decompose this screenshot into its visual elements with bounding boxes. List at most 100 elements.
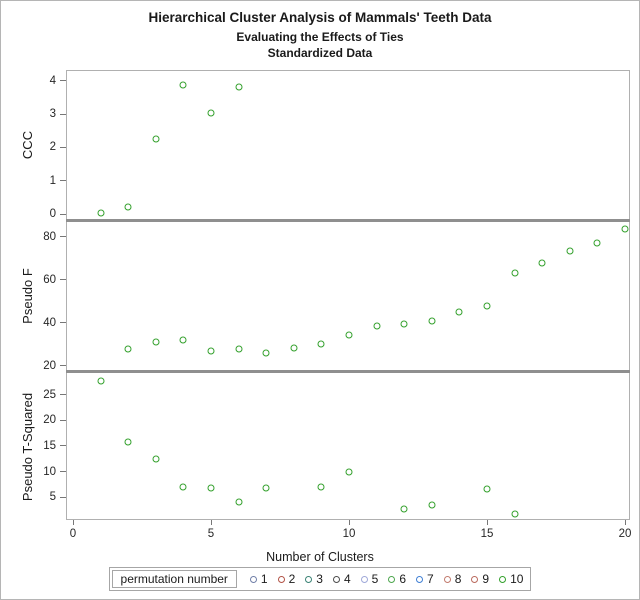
x-tick-mark [486,520,488,525]
legend-marker-icon [443,575,451,583]
data-point-marker [262,484,270,492]
data-point-marker [207,347,215,355]
y-tick-label: 15 [43,439,56,452]
data-point-marker [483,485,491,493]
data-point-marker [207,109,215,117]
legend-item-8: 8 [443,572,462,587]
x-tick-mark [210,520,212,525]
legend-item-label: 3 [316,572,323,587]
legend-item-label: 5 [371,572,379,587]
data-point-marker [124,438,132,446]
y-tick-mark [60,471,66,472]
x-tick-label: 5 [207,528,215,540]
y-tick-mark [60,146,66,148]
x-tick-mark [72,520,74,525]
legend-title: permutation number [111,570,237,588]
y-tick-mark [60,322,66,324]
data-point-marker [345,468,353,475]
y-tick-label: 3 [49,108,56,121]
x-tick-label: 10 [342,528,356,540]
data-point-marker [511,269,519,277]
data-point-marker [207,484,215,492]
legend-item-label: 2 [288,572,296,587]
legend-marker-icon [332,575,340,583]
legend-item-7: 7 [416,572,434,586]
data-point-marker [235,83,243,91]
y-tick-mark [60,213,66,215]
data-point-marker [235,345,243,353]
data-point-marker [538,259,546,267]
panel-separator [66,219,630,222]
y-tick-label: 4 [49,74,56,87]
legend: permutation number 1 2 3 4 5 6 7 8 9 10 [1,567,639,591]
legend-item-5: 5 [360,572,379,587]
panel-ccc: CCC 0 1 2 3 4 [20,70,630,220]
legend-item-1: 1 [249,572,268,587]
legend-item-label: 10 [510,572,524,587]
y-tick-label: 20 [43,359,56,372]
legend-items: 1 2 3 4 5 6 7 8 9 10 [245,572,529,587]
data-point-marker [179,483,187,491]
x-tick-mark [624,520,626,525]
data-point-marker [593,239,601,247]
legend-item-label: 9 [482,572,490,587]
y-tick-label: 10 [43,465,56,478]
y-tick-label: 60 [43,273,56,286]
x-tick-mark [348,520,350,525]
legend-item-label: 1 [260,572,268,587]
y-tick-mark [60,445,66,447]
legend-item-2: 2 [277,572,296,587]
data-point-marker [262,349,270,357]
data-point-marker [152,455,160,463]
data-point-marker [97,209,105,217]
chart-title: Hierarchical Cluster Analysis of Mammals… [148,10,492,25]
panel-separator [66,370,630,373]
y-tick-label: 5 [49,491,56,504]
x-tick-label: 20 [618,528,632,540]
x-tick-label: 15 [480,528,494,540]
y-tick-mark [60,419,66,421]
data-point-marker [400,505,408,513]
data-point-marker [400,320,408,328]
legend-marker-icon [471,575,479,583]
data-point-marker [621,225,629,233]
panel-pseudo-f: Pseudo F 20 40 60 80 [20,222,630,372]
data-point-marker [317,340,325,348]
y-tick-label: 20 [43,414,56,427]
data-point-marker [152,135,160,143]
legend-item-3: 3 [305,572,323,586]
data-point-marker [345,331,353,339]
y-tick-mark [60,180,66,182]
data-point-marker [97,377,105,385]
data-point-marker [428,317,436,325]
data-point-marker [455,308,463,316]
data-point-marker [179,81,187,89]
legend-item-4: 4 [332,572,351,587]
chart-subtitle-2: Standardized Data [267,45,373,60]
y-tick-mark [60,394,66,396]
legend-item-label: 8 [454,572,462,587]
data-point-marker [317,483,325,491]
y-tick-mark [60,113,66,115]
y-tick-mark [60,365,66,367]
chart-subtitle-1: Evaluating the Effects of Ties [236,29,404,44]
legend-marker-icon [249,575,257,583]
data-point-marker [235,498,243,506]
legend-item-label: 4 [343,572,351,587]
x-axis-label: Number of Clusters [266,550,374,564]
legend-marker-icon [277,575,285,583]
title-block: Hierarchical Cluster Analysis of Mammals… [1,10,639,62]
data-point-marker [124,203,132,211]
data-point-marker [290,344,298,352]
data-point-marker [124,345,132,353]
legend-marker-icon [388,575,396,583]
y-tick-mark [60,496,66,498]
data-point-marker [483,302,491,310]
legend-item-9: 9 [471,572,489,586]
legend-marker-icon [360,575,368,583]
data-point-marker [152,338,160,346]
legend-marker-icon [499,575,507,583]
data-point-marker [511,510,519,518]
y-tick-mark [60,80,66,82]
